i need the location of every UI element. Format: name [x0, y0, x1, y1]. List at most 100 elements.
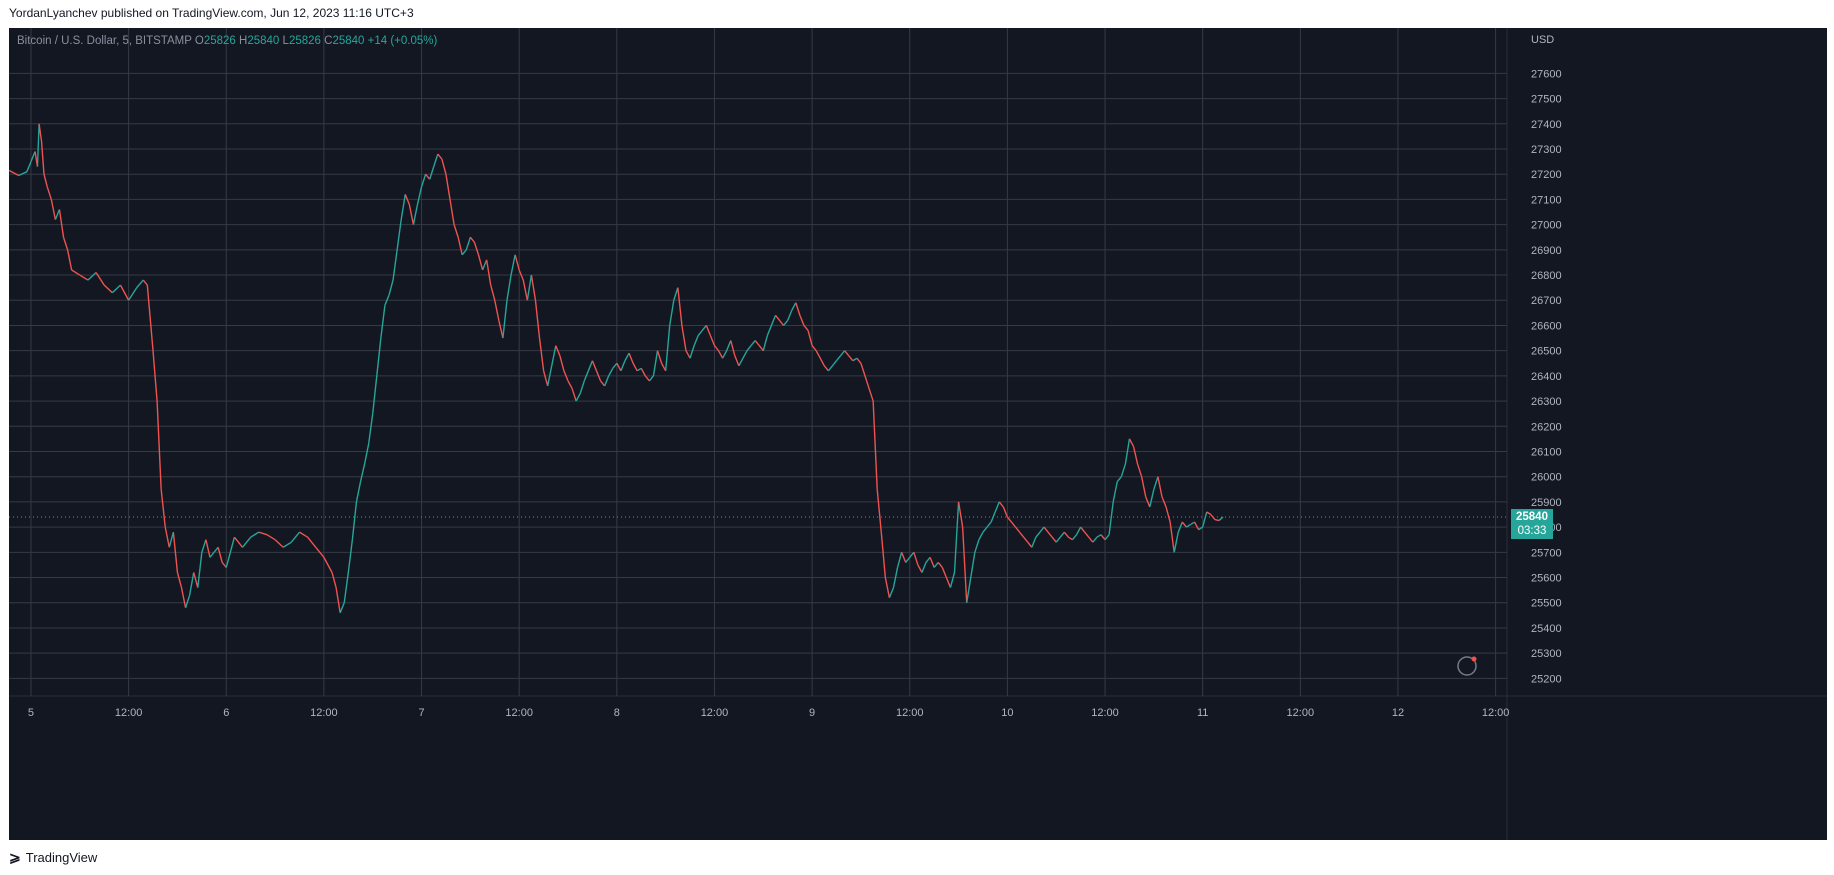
price-segment — [1149, 489, 1155, 508]
price-tick-label: 26300 — [1531, 396, 1562, 408]
price-segment — [1063, 531, 1069, 538]
price-tick-label: 25400 — [1531, 623, 1562, 635]
time-tick-label: 6 — [223, 707, 229, 719]
price-segment — [473, 242, 480, 256]
price-segment — [30, 151, 36, 162]
price-segment — [1186, 523, 1191, 528]
price-segment — [953, 501, 960, 573]
price-segment — [1014, 526, 1021, 533]
price-segment — [896, 552, 903, 568]
price-segment — [58, 209, 65, 238]
price-segment — [945, 577, 952, 588]
price-segment — [355, 481, 362, 503]
price-segment — [241, 536, 252, 548]
price-segment — [717, 350, 724, 359]
price-axis-background[interactable] — [1507, 28, 1827, 840]
price-segment — [1027, 541, 1033, 548]
footer: ⩾ TradingView — [9, 849, 97, 866]
price-tick-label: 25500 — [1531, 598, 1562, 610]
price-segment — [994, 501, 1000, 513]
price-segment — [583, 370, 589, 382]
price-tick-label: 25200 — [1531, 673, 1562, 685]
plot-background[interactable] — [9, 28, 1507, 696]
price-segment — [1019, 531, 1025, 538]
price-chart-svg[interactable]: 2520025300254002550025600257002580025900… — [9, 28, 1827, 840]
low-value: 25826 — [288, 35, 321, 47]
price-segment — [648, 375, 654, 382]
price-segment — [50, 199, 57, 220]
price-segment — [142, 279, 148, 286]
time-tick-label: 11 — [1197, 707, 1208, 719]
price-segment — [315, 546, 325, 558]
price-segment — [367, 413, 374, 445]
price-segment — [831, 360, 838, 367]
price-segment — [1218, 516, 1224, 522]
price-segment — [1177, 521, 1183, 533]
price-segment — [823, 365, 829, 372]
time-tick-label: 5 — [28, 707, 34, 719]
price-segment — [396, 219, 402, 250]
price-segment — [168, 531, 175, 548]
price-segment — [136, 279, 144, 289]
lightning-icon[interactable] — [1457, 656, 1477, 676]
price-segment — [742, 350, 748, 359]
price-tick-label: 26900 — [1531, 245, 1562, 257]
price-segment — [884, 577, 891, 598]
price-segment — [941, 567, 948, 578]
price-segment — [266, 534, 276, 541]
price-segment — [494, 300, 500, 321]
price-tick-label: 26500 — [1531, 346, 1562, 358]
price-segment — [449, 199, 455, 225]
price-segment — [998, 501, 1004, 508]
price-segment — [575, 393, 581, 402]
price-segment — [18, 171, 28, 177]
price-segment — [1096, 534, 1102, 538]
chart-pane[interactable]: 2520025300254002550025600257002580025900… — [9, 28, 1827, 840]
price-segment — [1100, 534, 1106, 541]
price-segment — [372, 375, 378, 414]
price-segment — [1080, 526, 1086, 533]
price-segment — [1006, 516, 1013, 523]
price-segment — [603, 375, 610, 387]
price-segment — [481, 259, 488, 271]
price-segment — [388, 279, 394, 296]
price-segment — [437, 153, 443, 160]
price-segment — [9, 169, 20, 177]
price-segment — [1047, 531, 1053, 538]
price-segment — [1132, 446, 1139, 465]
price-segment — [750, 340, 756, 347]
price-segment — [888, 587, 895, 598]
price-tick-label: 25900 — [1531, 497, 1562, 509]
price-segment — [644, 375, 650, 382]
price-segment — [453, 224, 459, 238]
price-segment — [1108, 501, 1114, 535]
price-segment — [384, 294, 390, 306]
close-label: C — [324, 35, 333, 47]
price-segment — [514, 254, 520, 271]
price-segment — [184, 594, 191, 608]
price-segment — [1104, 534, 1110, 541]
price-segment — [307, 536, 317, 548]
price-segment — [1112, 481, 1118, 503]
price-segment — [844, 350, 850, 357]
price-segment — [766, 325, 773, 336]
price-segment — [1136, 463, 1143, 477]
price-segment — [779, 319, 785, 326]
price-tick-label: 27000 — [1531, 220, 1562, 232]
price-segment — [54, 209, 61, 220]
price-segment — [632, 362, 638, 372]
price-segment — [636, 367, 642, 372]
price-segment — [1120, 463, 1127, 477]
time-tick-label: 10 — [1001, 707, 1013, 719]
price-tick-label: 27600 — [1531, 68, 1562, 80]
time-tick-label: 12:00 — [505, 707, 533, 719]
price-segment — [905, 556, 911, 563]
price-segment — [835, 355, 842, 362]
price-segment — [1023, 536, 1029, 543]
price-segment — [1043, 526, 1049, 533]
price-segment — [66, 249, 73, 271]
price-segment — [917, 564, 923, 573]
price-segment — [856, 357, 862, 364]
price-segment — [616, 362, 622, 372]
time-axis-background[interactable] — [9, 696, 1507, 840]
